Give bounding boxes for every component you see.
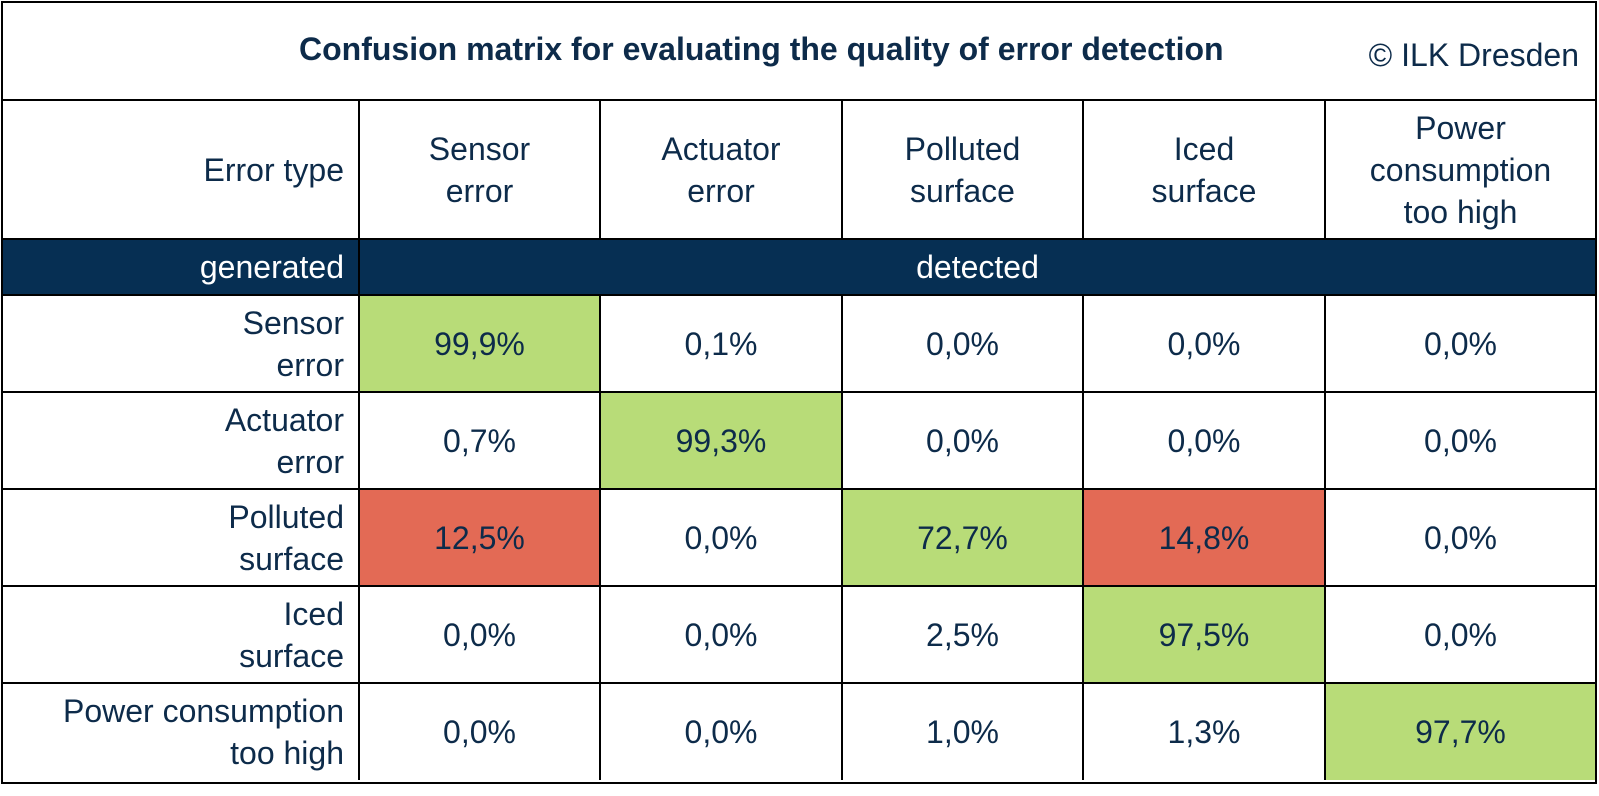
matrix-cell: 0,0%: [1324, 488, 1595, 587]
column-header-sensor-error: Sensor error: [358, 99, 601, 240]
label-line: too high: [230, 735, 344, 771]
label-line: Actuator: [224, 401, 344, 438]
label-line: surface: [1151, 172, 1257, 209]
matrix-cell: 97,7%: [1324, 682, 1595, 780]
confusion-matrix-table: Error type Sensor error Actuator error Pollu…: [3, 99, 1595, 780]
column-header-polluted-surface: Polluted surface: [841, 99, 1084, 240]
label-line: Polluted: [904, 130, 1021, 167]
column-header-power-consumption-too-high: Power consumption too high: [1324, 99, 1595, 240]
matrix-cell: 0,0%: [599, 682, 843, 780]
matrix-cell: 0,0%: [1324, 294, 1595, 393]
title-bar: Confusion matrix for evaluating the qual…: [3, 3, 1595, 101]
col-axis-label: detected: [358, 238, 1595, 296]
column-header-row: Error type Sensor error Actuator error Pollu…: [3, 99, 1595, 240]
matrix-cell: 14,8%: [1082, 488, 1326, 587]
label-line: Actuator: [661, 130, 781, 167]
label-line: too high: [1403, 193, 1518, 230]
matrix-cell: 0,0%: [358, 585, 601, 684]
matrix-cell: 97,5%: [1082, 585, 1326, 684]
matrix-row-sensor-error: Sensor error 99,9% 0,1% 0,0% 0,0% 0,0%: [3, 294, 1595, 393]
matrix-cell: 0,0%: [1082, 294, 1326, 393]
matrix-cell: 0,0%: [841, 294, 1084, 393]
matrix-cell: 2,5%: [841, 585, 1084, 684]
label-line: surface: [239, 637, 344, 674]
row-header-iced-surface: Iced surface: [3, 585, 360, 684]
matrix-cell: 0,0%: [1082, 391, 1326, 490]
matrix-cell: 99,9%: [358, 294, 601, 393]
chart-title: Confusion matrix for evaluating the qual…: [299, 31, 1224, 67]
matrix-cell: 0,0%: [358, 682, 601, 780]
label-line: Iced: [283, 595, 344, 632]
label-line: error: [276, 443, 344, 480]
matrix-cell: 0,7%: [358, 391, 601, 490]
matrix-cell: 1,3%: [1082, 682, 1326, 780]
matrix-cell: 99,3%: [599, 391, 843, 490]
matrix-cell: 1,0%: [841, 682, 1084, 780]
matrix-row-polluted-surface: Polluted surface 12,5% 0,0% 72,7% 14,8% 0,0%: [3, 488, 1595, 587]
label-line: Polluted: [228, 498, 344, 535]
matrix-cell: 12,5%: [358, 488, 601, 587]
row-header-polluted-surface: Polluted surface: [3, 488, 360, 587]
label-line: Sensor: [242, 304, 344, 341]
label-line: surface: [910, 172, 1015, 209]
label-line: Power: [1415, 109, 1506, 146]
label-line: consumption: [1369, 151, 1552, 188]
label-line: Sensor: [428, 130, 531, 167]
axis-band-row: generated detected: [3, 238, 1595, 296]
row-header-actuator-error: Actuator error: [3, 391, 360, 490]
matrix-row-power-consumption-too-high: Power consumption too high 0,0% 0,0% 1,0% 1,3…: [3, 682, 1595, 780]
row-header-sensor-error: Sensor error: [3, 294, 360, 393]
corner-label: Error type: [3, 99, 360, 240]
matrix-cell: 72,7%: [841, 488, 1084, 587]
matrix-cell: 0,0%: [599, 488, 843, 587]
label-line: error: [445, 172, 514, 209]
matrix-cell: 0,0%: [1324, 391, 1595, 490]
label-line: Power consumption: [62, 693, 344, 729]
matrix-cell: 0,0%: [1324, 585, 1595, 684]
matrix-cell: 0,0%: [599, 585, 843, 684]
label-line: error: [276, 346, 344, 383]
matrix-row-iced-surface: Iced surface 0,0% 0,0% 2,5% 97,5% 0,0%: [3, 585, 1595, 684]
row-header-power-consumption-too-high: Power consumption too high: [3, 682, 360, 780]
label-line: Iced: [1173, 130, 1235, 167]
label-line: surface: [239, 540, 344, 577]
matrix-row-actuator-error: Actuator error 0,7% 99,3% 0,0% 0,0% 0,0%: [3, 391, 1595, 490]
matrix-cell: 0,1%: [599, 294, 843, 393]
column-header-actuator-error: Actuator error: [599, 99, 843, 240]
row-axis-label: generated: [3, 238, 360, 296]
copyright-notice: © ILK Dresden: [1368, 37, 1579, 73]
matrix-cell: 0,0%: [841, 391, 1084, 490]
column-header-iced-surface: Iced surface: [1082, 99, 1326, 240]
label-line: error: [687, 172, 755, 209]
